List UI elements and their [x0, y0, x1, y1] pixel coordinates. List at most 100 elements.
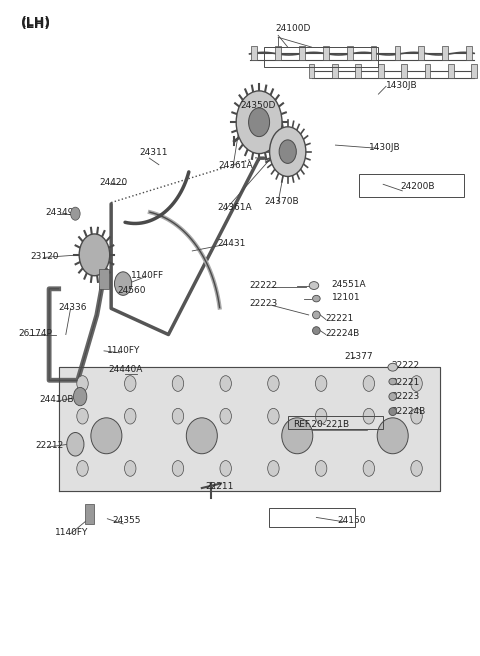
- Polygon shape: [323, 46, 329, 60]
- Text: REF.20-221B: REF.20-221B: [293, 420, 349, 429]
- Text: 22221: 22221: [392, 378, 420, 387]
- Text: 12101: 12101: [332, 293, 360, 302]
- Circle shape: [77, 461, 88, 476]
- Text: 23120: 23120: [30, 252, 59, 260]
- Polygon shape: [309, 64, 314, 79]
- Circle shape: [77, 376, 88, 392]
- Text: 22212: 22212: [36, 441, 64, 450]
- Text: 22224B: 22224B: [325, 329, 359, 338]
- Circle shape: [115, 272, 132, 295]
- Text: 21377: 21377: [344, 352, 372, 361]
- Circle shape: [268, 461, 279, 476]
- Ellipse shape: [388, 363, 397, 371]
- Text: 24361A: 24361A: [218, 161, 253, 170]
- Polygon shape: [276, 46, 281, 60]
- Circle shape: [172, 461, 184, 476]
- Ellipse shape: [312, 311, 320, 319]
- Polygon shape: [425, 64, 431, 79]
- Text: 1140FF: 1140FF: [131, 271, 164, 280]
- Circle shape: [363, 461, 374, 476]
- Polygon shape: [466, 46, 472, 60]
- Polygon shape: [99, 269, 109, 289]
- Polygon shape: [59, 367, 441, 491]
- Text: 24370B: 24370B: [265, 197, 300, 206]
- Text: 24551A: 24551A: [332, 279, 366, 289]
- Text: 24350D: 24350D: [240, 102, 276, 110]
- Polygon shape: [471, 64, 477, 79]
- Text: (LH): (LH): [21, 18, 50, 31]
- Text: 26174P: 26174P: [18, 329, 52, 338]
- Circle shape: [315, 376, 327, 392]
- Circle shape: [315, 408, 327, 424]
- Circle shape: [172, 376, 184, 392]
- Ellipse shape: [389, 379, 396, 385]
- Circle shape: [236, 91, 282, 154]
- Text: 22223: 22223: [250, 299, 278, 308]
- Ellipse shape: [312, 327, 320, 335]
- Circle shape: [79, 234, 110, 276]
- Circle shape: [268, 376, 279, 392]
- Circle shape: [124, 376, 136, 392]
- Text: 1140FY: 1140FY: [55, 528, 88, 537]
- Text: 1430JB: 1430JB: [369, 142, 400, 152]
- Ellipse shape: [312, 295, 320, 302]
- Text: 22211: 22211: [205, 482, 234, 491]
- Polygon shape: [252, 46, 257, 60]
- Text: 24560: 24560: [117, 285, 145, 295]
- Circle shape: [411, 376, 422, 392]
- Text: 22222: 22222: [392, 361, 420, 371]
- Text: 1430JB: 1430JB: [386, 81, 418, 89]
- Text: 24150: 24150: [338, 516, 366, 525]
- Polygon shape: [85, 504, 95, 524]
- Circle shape: [268, 408, 279, 424]
- Text: 22223: 22223: [392, 392, 420, 401]
- Circle shape: [124, 461, 136, 476]
- Polygon shape: [299, 46, 305, 60]
- Text: 24311: 24311: [140, 148, 168, 157]
- Text: 24200B: 24200B: [400, 182, 435, 192]
- Circle shape: [363, 408, 374, 424]
- Polygon shape: [347, 46, 353, 60]
- Text: 22222: 22222: [250, 281, 277, 290]
- Polygon shape: [371, 46, 376, 60]
- Circle shape: [279, 140, 296, 163]
- Text: 24440A: 24440A: [109, 365, 143, 374]
- Text: 24336: 24336: [59, 302, 87, 312]
- Polygon shape: [395, 46, 400, 60]
- Text: 24361A: 24361A: [217, 203, 252, 213]
- Text: 1140FY: 1140FY: [108, 346, 141, 356]
- Circle shape: [411, 408, 422, 424]
- Polygon shape: [355, 64, 361, 79]
- Circle shape: [249, 108, 270, 136]
- Circle shape: [363, 376, 374, 392]
- Circle shape: [220, 376, 231, 392]
- Ellipse shape: [389, 407, 396, 415]
- Ellipse shape: [309, 281, 319, 289]
- Text: 24420: 24420: [99, 178, 128, 188]
- Circle shape: [411, 461, 422, 476]
- Circle shape: [67, 432, 84, 456]
- Text: (LH): (LH): [21, 16, 50, 29]
- Text: 22224B: 22224B: [392, 407, 426, 416]
- Circle shape: [172, 408, 184, 424]
- Ellipse shape: [186, 418, 217, 454]
- Text: 24410B: 24410B: [39, 396, 74, 404]
- Ellipse shape: [377, 418, 408, 454]
- Ellipse shape: [389, 393, 396, 401]
- Circle shape: [124, 408, 136, 424]
- Circle shape: [270, 127, 306, 176]
- Text: 24431: 24431: [217, 239, 245, 247]
- Polygon shape: [332, 64, 337, 79]
- Text: 24355: 24355: [112, 516, 141, 525]
- Circle shape: [220, 408, 231, 424]
- Circle shape: [315, 461, 327, 476]
- Text: 24100D: 24100D: [276, 24, 311, 33]
- Polygon shape: [401, 64, 407, 79]
- Polygon shape: [419, 46, 424, 60]
- Ellipse shape: [91, 418, 122, 454]
- Circle shape: [71, 207, 80, 220]
- Text: 22221: 22221: [325, 314, 353, 323]
- Circle shape: [73, 388, 87, 405]
- Circle shape: [220, 461, 231, 476]
- Ellipse shape: [282, 418, 313, 454]
